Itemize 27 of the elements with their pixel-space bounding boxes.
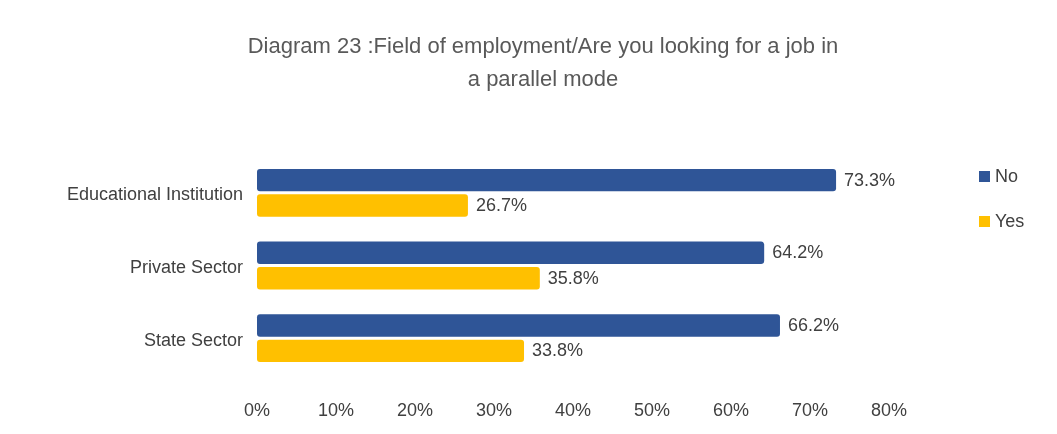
- data-label: 26.7%: [475, 195, 527, 216]
- chart-title: Diagram 23 :Field of employment/Are you looking for a job in a parallel mode: [247, 33, 839, 91]
- legend-label: No: [995, 166, 1019, 186]
- x-tick-label: 10%: [317, 400, 355, 420]
- x-tick-label: 40%: [554, 400, 592, 420]
- legend-label: Yes: [995, 211, 1025, 231]
- data-label: 33.8%: [532, 340, 584, 361]
- bar: [257, 339, 525, 363]
- data-label: 66.2%: [787, 314, 840, 335]
- bar: [257, 267, 540, 290]
- y-tick-label: Private Sector: [129, 257, 243, 277]
- x-tick-label: 0%: [243, 400, 271, 420]
- bar: [257, 314, 780, 337]
- bar: [257, 194, 468, 217]
- x-tick-label: 70%: [791, 400, 829, 420]
- data-label: 35.8%: [547, 267, 599, 288]
- data-label: 73.3%: [844, 169, 896, 190]
- x-tick-label: 60%: [712, 400, 750, 420]
- x-tick-label: 20%: [396, 400, 434, 420]
- bar: [257, 168, 837, 192]
- x-tick-label: 50%: [633, 400, 671, 420]
- y-tick-label: Educational Institution: [66, 184, 243, 205]
- x-tick-label: 80%: [870, 400, 908, 420]
- data-label: 64.2%: [772, 242, 824, 263]
- y-tick-label: State Sector: [143, 329, 243, 350]
- x-tick-label: 30%: [475, 400, 513, 420]
- bar: [257, 241, 765, 264]
